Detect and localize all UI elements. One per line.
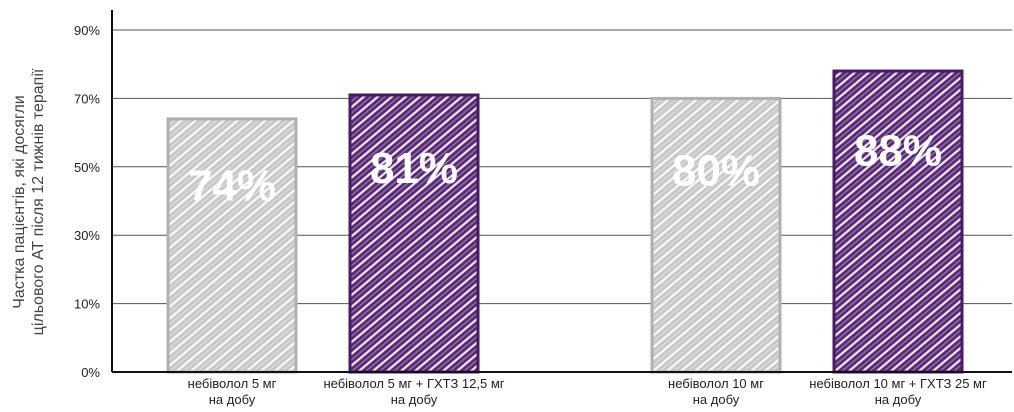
y-tick-label: 0%	[81, 365, 100, 380]
labels: 0% 10% 30% 50% 70% 90% 74% небіволол 5 мг на доб…	[11, 23, 987, 407]
y-tick-label: 90%	[74, 23, 100, 38]
category-label: небіволол 10 мг на добу	[668, 376, 764, 407]
y-tick-label: 30%	[74, 228, 100, 243]
category-label: небіволол 10 мг + ГХТЗ 25 мг на добу	[809, 376, 987, 407]
bar	[166, 117, 298, 374]
bar	[348, 93, 480, 374]
bar	[832, 69, 964, 374]
y-tick-label: 70%	[74, 91, 100, 106]
y-tick-label: 10%	[74, 297, 100, 312]
y-axis-title: Частка пацієнтів, які досягли цільового А…	[11, 68, 47, 335]
bar	[650, 96, 782, 374]
bar-value-label: 81%	[370, 144, 458, 193]
bar-value-label: 80%	[672, 147, 760, 196]
axes	[111, 10, 1012, 373]
bar-value-label: 74%	[188, 162, 276, 211]
category-label: небіволол 5 мг на добу	[188, 376, 277, 407]
category-label: небіволол 5 мг + ГХТЗ 12,5 мг на добу	[323, 376, 504, 407]
y-tick-label: 50%	[74, 160, 100, 175]
bar-value-label: 88%	[854, 126, 942, 175]
bars	[166, 69, 964, 374]
